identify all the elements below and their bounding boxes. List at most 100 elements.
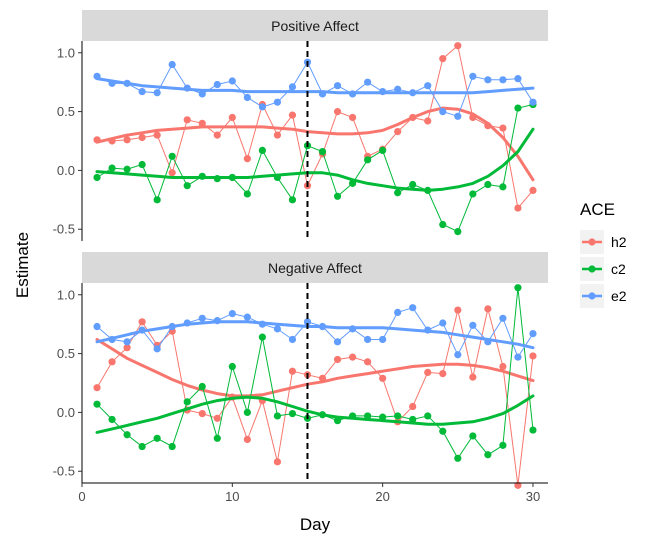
- legend: ACE h2 c2 e2: [580, 200, 627, 308]
- data-point-h2: [333, 107, 342, 116]
- data-point-e2: [138, 326, 146, 334]
- trend-line-e2: [95, 77, 535, 95]
- data-point-e2: [153, 89, 161, 97]
- data-point-c2: [364, 412, 372, 420]
- legend-label: e2: [611, 288, 627, 304]
- legend-item-c2: c2: [580, 257, 626, 281]
- data-point-e2: [348, 325, 357, 333]
- data-point-e2: [379, 335, 387, 344]
- x-tick-label: 10: [225, 489, 239, 504]
- data-point-c2: [499, 183, 507, 191]
- data-point-e2: [228, 309, 236, 318]
- data-point-c2: [484, 451, 492, 459]
- data-point-e2: [454, 112, 462, 120]
- data-point-e2: [424, 82, 432, 90]
- data-point-e2: [424, 326, 432, 334]
- trend-line-c2: [95, 127, 535, 192]
- data-point-h2: [228, 113, 236, 122]
- data-point-h2: [499, 362, 507, 371]
- data-point-c2: [213, 434, 221, 442]
- panel-negative-affect: Negative Affect -0.5 0.0 0.5 1.0: [53, 252, 548, 489]
- data-point-e2: [213, 317, 221, 325]
- data-point-e2: [228, 77, 236, 85]
- data-point-c2: [273, 173, 282, 182]
- data-point-e2: [348, 90, 357, 98]
- data-point-e2: [409, 89, 417, 97]
- data-point-e2: [198, 314, 206, 322]
- data-point-c2: [108, 415, 116, 424]
- y-tick-label: 0.5: [57, 104, 75, 119]
- data-point-h2: [93, 136, 101, 144]
- data-point-e2: [273, 98, 282, 106]
- data-point-e2: [243, 313, 251, 321]
- data-point-c2: [379, 413, 387, 421]
- data-point-e2: [213, 80, 221, 89]
- data-point-c2: [379, 146, 387, 155]
- data-point-e2: [258, 320, 266, 328]
- data-point-c2: [348, 412, 357, 420]
- data-point-e2: [364, 335, 372, 344]
- data-point-h2: [318, 374, 327, 382]
- data-point-h2: [409, 402, 417, 411]
- data-point-h2: [213, 131, 221, 139]
- legend-key-point: [588, 238, 596, 246]
- data-point-c2: [258, 333, 266, 341]
- data-point-e2: [318, 322, 327, 331]
- data-point-c2: [439, 427, 447, 435]
- data-point-e2: [454, 351, 462, 359]
- y-axis-title: Estimate: [13, 232, 32, 298]
- data-point-h2: [273, 131, 282, 139]
- data-point-e2: [379, 87, 387, 96]
- data-point-c2: [288, 196, 297, 204]
- data-point-h2: [364, 358, 372, 366]
- data-point-e2: [273, 325, 282, 333]
- data-point-c2: [454, 227, 462, 236]
- data-point-c2: [333, 192, 342, 200]
- data-point-c2: [108, 164, 116, 172]
- y-tick-label: -0.5: [53, 464, 75, 479]
- data-point-e2: [183, 319, 191, 327]
- data-point-h2: [469, 113, 477, 122]
- series-h2: [93, 305, 537, 489]
- data-point-e2: [394, 85, 402, 93]
- data-point-c2: [484, 180, 492, 189]
- legend-item-e2: e2: [580, 284, 627, 308]
- y-tick-label: 1.0: [57, 287, 75, 302]
- data-point-h2: [138, 133, 146, 142]
- data-point-e2: [123, 338, 131, 346]
- data-point-h2: [439, 369, 447, 378]
- x-tick-label: 20: [375, 489, 389, 504]
- panel-positive-affect: Positive Affect -0.5 0.0 0.5 1.0: [53, 10, 548, 241]
- data-point-e2: [439, 319, 447, 327]
- data-point-e2: [153, 345, 161, 353]
- data-point-e2: [394, 308, 402, 317]
- series-h2: [93, 42, 537, 212]
- data-point-c2: [168, 152, 176, 160]
- data-point-e2: [409, 304, 417, 312]
- data-point-e2: [529, 329, 537, 338]
- data-point-h2: [454, 306, 462, 314]
- data-point-c2: [424, 412, 432, 420]
- data-point-c2: [93, 173, 101, 182]
- data-point-c2: [333, 417, 342, 425]
- data-point-e2: [198, 90, 206, 98]
- data-point-c2: [228, 173, 236, 182]
- data-point-e2: [529, 98, 537, 106]
- data-point-h2: [529, 186, 537, 195]
- data-point-h2: [348, 113, 357, 122]
- data-point-h2: [288, 367, 297, 375]
- data-point-h2: [348, 353, 357, 361]
- series-line-e2: [96, 61, 534, 117]
- data-point-h2: [514, 481, 522, 489]
- data-point-e2: [243, 93, 251, 102]
- series-line-e2: [96, 307, 534, 359]
- data-point-c2: [469, 432, 477, 440]
- series-e2: [93, 304, 537, 361]
- data-point-e2: [108, 335, 116, 344]
- data-point-h2: [108, 137, 116, 145]
- data-point-e2: [108, 79, 116, 87]
- data-point-c2: [499, 441, 507, 449]
- data-point-e2: [168, 322, 176, 331]
- data-point-c2: [153, 196, 161, 204]
- data-point-e2: [93, 72, 101, 80]
